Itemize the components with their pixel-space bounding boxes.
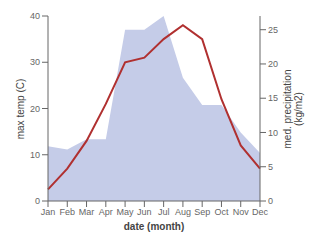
svg-text:Mar: Mar [79, 207, 95, 217]
html-text:med. precipitation (kg/m2): med. precipitation (kg/m2) [282, 69, 304, 148]
svg-text:5: 5 [268, 162, 273, 172]
svg-text:40: 40 [30, 11, 40, 21]
html-text:date (month): date (month) [123, 221, 185, 232]
svg-text:10: 10 [268, 128, 278, 138]
svg-text:Apr: Apr [99, 207, 113, 217]
svg-text:20: 20 [268, 59, 278, 69]
svg-text:25: 25 [268, 25, 278, 35]
svg-text:Jan: Jan [41, 207, 56, 217]
svg-text:Dec: Dec [252, 207, 269, 217]
svg-text:Feb: Feb [60, 207, 76, 217]
svg-text:0: 0 [35, 196, 40, 206]
svg-text:Sep: Sep [194, 207, 210, 217]
svg-text:Oct: Oct [214, 207, 229, 217]
svg-text:Aug: Aug [175, 207, 191, 217]
html-text:max temp (C): max temp (C) [14, 78, 26, 139]
svg-text:May: May [117, 207, 135, 217]
svg-text:0: 0 [268, 196, 273, 206]
svg-text:10: 10 [30, 150, 40, 160]
svg-text:30: 30 [30, 57, 40, 67]
svg-text:15: 15 [268, 93, 278, 103]
svg-text:Jul: Jul [158, 207, 170, 217]
svg-text:Jun: Jun [137, 207, 152, 217]
svg-text:Nov: Nov [233, 207, 250, 217]
svg-text:20: 20 [30, 104, 40, 114]
